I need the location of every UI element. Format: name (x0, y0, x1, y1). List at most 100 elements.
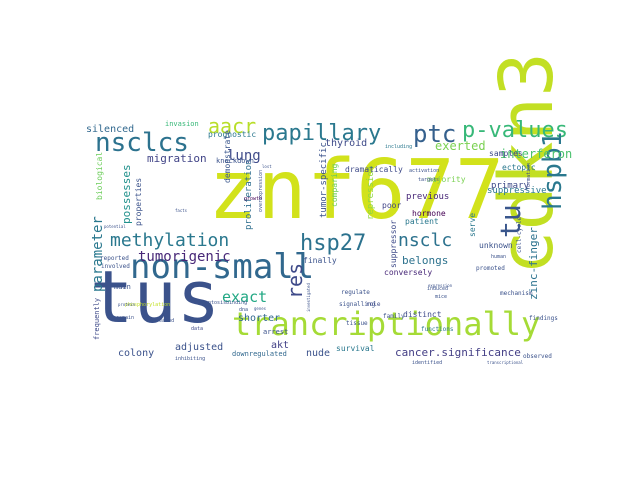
cloud-word-hsp27: hsp27 (300, 231, 366, 256)
cloud-word-colony: colony (118, 348, 154, 359)
cloud-word-remain: remain (116, 315, 134, 321)
cloud-word-properties: properties (134, 178, 143, 226)
cloud-word-identified: identified (412, 360, 442, 366)
cloud-word-exact: exact (222, 288, 267, 306)
cloud-word-genes: genes (254, 306, 267, 311)
cloud-word-mechanism: mechanism (500, 290, 533, 297)
cloud-word-non-small: non-small (130, 247, 314, 287)
cloud-word-adjusted: adjusted (175, 342, 223, 353)
cloud-word-parameter: parameter (90, 216, 106, 292)
cloud-word-lost: lost (262, 164, 272, 169)
cloud-word-akt: akt (271, 340, 289, 351)
cloud-word-ectopic: ectopic (502, 163, 536, 172)
cloud-word-thyroid: thyroid (325, 138, 367, 149)
cloud-word-induced: induced (427, 286, 448, 292)
cloud-word-papillary: papillary (262, 121, 381, 146)
cloud-word-primary: primary (491, 181, 530, 191)
cloud-word-znf677: znf677 (208, 143, 504, 238)
cloud-word-trancriptionally: trancriptionally (232, 305, 540, 343)
cloud-word-downregulated: downregulated (232, 350, 287, 358)
cloud-word-facts: facts (175, 208, 188, 213)
cloud-word-distinct: distinct (403, 310, 442, 319)
cloud-word-protein: protein (118, 302, 135, 307)
cloud-word-nsclcs: nsclcs (95, 128, 189, 158)
cloud-word-findings: findings (529, 315, 558, 322)
cloud-word-finally: finally (303, 256, 337, 265)
cloud-word-tumorigenic: tumorigenic (138, 249, 231, 265)
cloud-word-methylation: methylation (110, 230, 229, 251)
cloud-word-previous: previous (406, 192, 449, 202)
cloud-word-signalling: signalling (339, 301, 376, 308)
cloud-word-conversely: conversely (384, 268, 432, 277)
cloud-word-interferon: interferon (500, 147, 572, 161)
cloud-word-reported: reported (100, 255, 129, 262)
cloud-word-dna: dna (239, 307, 248, 313)
cloud-word-overexpression: overexpression (258, 170, 264, 212)
cloud-word-formation: formation (526, 163, 532, 190)
cloud-word-main: main (114, 283, 131, 291)
cloud-word-role: role (366, 301, 381, 308)
cloud-word-poor: poor (382, 201, 401, 210)
cloud-word-tus: tus (90, 255, 220, 339)
cloud-word-majority: majority (427, 175, 466, 184)
cloud-word-dramatically: dramatically (345, 165, 403, 174)
cloud-word-migration: migration (147, 152, 207, 165)
cloud-word-patient: patient (405, 217, 439, 226)
cloud-word-activation: activation (409, 168, 439, 174)
cloud-word-shorter: shorter (238, 313, 280, 324)
cloud-word-promoted: promoted (476, 265, 505, 272)
cloud-word-family: family (383, 313, 405, 320)
cloud-word-investigated: investigated (306, 283, 311, 312)
cloud-word-biological: biological (95, 152, 104, 200)
cloud-word-res: res (283, 263, 307, 299)
cloud-word-zinc-finger: zinc-finger (527, 227, 540, 300)
cloud-word-silenced: silenced (86, 124, 134, 135)
cloud-word-prognostic: prognostic (208, 130, 256, 139)
cloud-word-decreased: decreased (147, 318, 174, 324)
cloud-word-expression: expression (428, 283, 453, 288)
cloud-word-growth: growth (244, 196, 262, 202)
cloud-word-apoptosisbinding: apoptosisbinding (199, 300, 247, 306)
cloud-word-unknown: unknown (479, 241, 513, 250)
cloud-word-potential: potential (104, 224, 126, 229)
cloud-word-nude: nude (306, 348, 330, 359)
cloud-word-samples: samples (489, 149, 523, 158)
cloud-word-phosphorylation: phosphorylation (125, 302, 170, 308)
cloud-word-invasion: invasion (165, 120, 199, 128)
cloud-word-frequently: frequently (93, 298, 101, 340)
cloud-word-data: data (191, 326, 203, 332)
cloud-word-targets: targets (418, 177, 439, 183)
cloud-word-hspb1: hspb1 (538, 132, 568, 210)
cloud-word-observed: observed (523, 353, 552, 360)
cloud-word-tissue: tissue (346, 320, 368, 327)
cloud-word-tu: tu (494, 204, 527, 238)
cloud-word-including: including (385, 144, 412, 150)
cloud-word-cancer-significance: cancer.significance (395, 346, 521, 359)
cloud-word-arrest: arrest (263, 328, 288, 336)
cloud-word-nsclc: nsclc (398, 230, 452, 251)
cloud-word-transcriptional: transcriptional (487, 360, 524, 365)
cloud-word-aacr: aacr (208, 114, 256, 138)
cloud-word-comparing: comparing (330, 163, 339, 207)
cloud-word-proliferation: proliferation (244, 160, 254, 230)
cloud-word-functions: functions (421, 326, 454, 333)
cloud-word-possesses: possesses (120, 164, 133, 224)
cloud-word-mice: mice (435, 294, 447, 300)
cloud-word-ptc: ptc (413, 120, 456, 148)
cloud-word-inhibiting: inhibiting (175, 356, 205, 362)
cloud-word-demonstrate: demonstrate (223, 130, 232, 183)
cloud-word-p-values: p-values (462, 118, 568, 143)
cloud-word-tumor-specific: tumor-specific (319, 142, 329, 218)
cloud-word-suppressor: suppressor (389, 220, 398, 268)
cloud-word-involved: involved (101, 263, 130, 270)
cloud-word-belongs: belongs (402, 254, 448, 267)
cloud-word-repression: repression (366, 166, 376, 220)
cloud-word-cdkn3: cdkn3 (484, 52, 570, 275)
cloud-word-regulate: regulate (341, 289, 370, 296)
cloud-word-lung: lung (227, 148, 261, 164)
cloud-word-cell-cycle: cell-cycle (516, 216, 523, 253)
cloud-word-serve: serve (468, 213, 477, 237)
cloud-word-knockdown: knockdown (216, 157, 254, 165)
cloud-word-exerted: exerted (435, 139, 486, 153)
